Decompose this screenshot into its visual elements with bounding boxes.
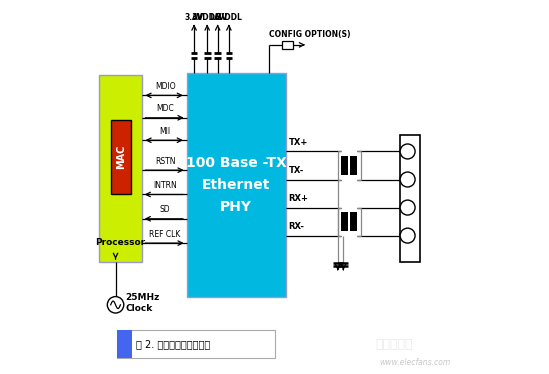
Text: 图 2. 标准以太网物料清单: 图 2. 标准以太网物料清单 — [136, 339, 210, 349]
Text: 25MHz
Clock: 25MHz Clock — [125, 293, 160, 313]
Text: TX+: TX+ — [289, 138, 308, 147]
Circle shape — [107, 297, 124, 313]
Text: RX-: RX- — [289, 222, 305, 231]
Text: REF CLK: REF CLK — [149, 230, 181, 239]
Text: Processor: Processor — [95, 238, 145, 247]
Text: 1.2V: 1.2V — [208, 13, 227, 22]
Bar — [350, 156, 357, 175]
Text: MDIO: MDIO — [155, 82, 175, 91]
Text: CONFIG OPTION(S): CONFIG OPTION(S) — [269, 30, 350, 39]
Bar — [341, 156, 348, 175]
Circle shape — [400, 172, 415, 187]
Text: RSTN: RSTN — [155, 157, 175, 166]
Bar — [99, 75, 142, 262]
Bar — [400, 135, 421, 262]
Text: RX+: RX+ — [289, 194, 309, 203]
Text: TX-: TX- — [289, 166, 304, 175]
Text: SD: SD — [160, 205, 170, 214]
Text: MDC: MDC — [156, 104, 174, 113]
Bar — [117, 330, 132, 358]
Bar — [111, 120, 131, 194]
Text: INTRN: INTRN — [153, 181, 177, 190]
Bar — [341, 212, 348, 231]
Bar — [350, 212, 357, 231]
Bar — [282, 41, 293, 49]
Text: AVDDH: AVDDH — [192, 13, 222, 22]
Text: www.elecfans.com: www.elecfans.com — [379, 358, 450, 367]
Text: 100 Base -TX
Ethernet
PHY: 100 Base -TX Ethernet PHY — [186, 156, 287, 214]
Text: 3.3V: 3.3V — [184, 13, 204, 22]
Bar — [117, 330, 274, 358]
Bar — [187, 73, 285, 297]
Text: MAC: MAC — [116, 145, 126, 169]
Text: 电子发烧友: 电子发烧友 — [376, 338, 413, 350]
Circle shape — [400, 144, 415, 159]
Circle shape — [400, 228, 415, 243]
Text: AVDDL: AVDDL — [215, 13, 243, 22]
Text: MII: MII — [160, 127, 171, 136]
Circle shape — [400, 200, 415, 215]
